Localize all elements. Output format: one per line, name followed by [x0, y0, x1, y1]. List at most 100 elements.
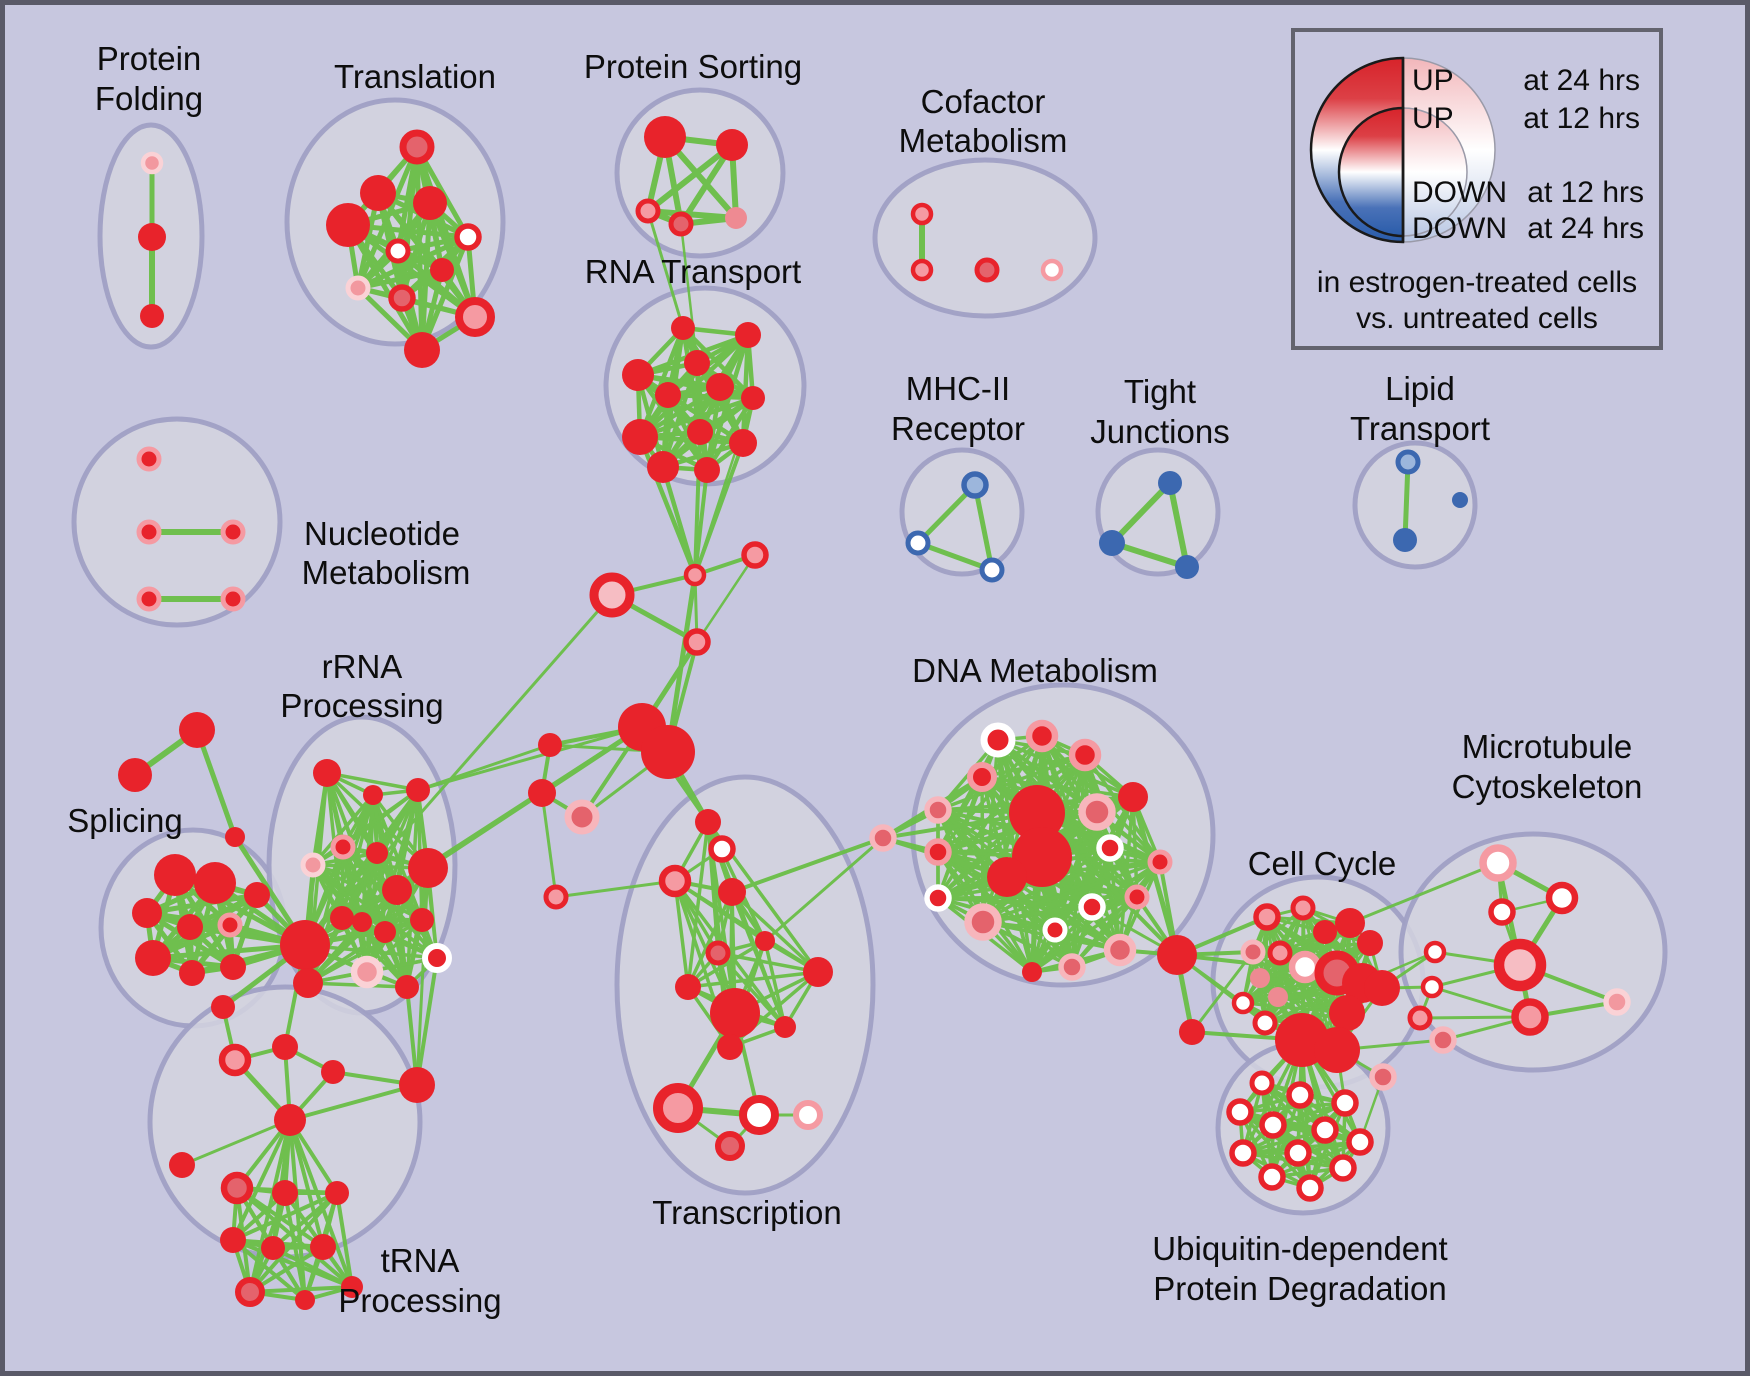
- network-node: [274, 1104, 306, 1136]
- network-node: [1253, 903, 1281, 931]
- legend: UP at 24 hrs UP at 12 hrs DOWN at 12 hrs DOWN a…: [1291, 28, 1663, 350]
- cluster-label-protein-folding: Folding: [95, 80, 203, 117]
- network-node: [987, 857, 1027, 897]
- cluster-label-cofactor-metabolism: Metabolism: [899, 122, 1068, 159]
- network-node: [1252, 1010, 1278, 1036]
- network-node: [211, 995, 235, 1019]
- network-node: [1429, 1026, 1457, 1054]
- network-node: [905, 530, 931, 556]
- network-node: [118, 758, 152, 792]
- network-node: [718, 878, 746, 906]
- network-node: [1313, 920, 1337, 944]
- cluster-label-mhc-ii-receptor: Receptor: [891, 410, 1025, 447]
- network-edge: [915, 540, 995, 573]
- network-node: [1058, 953, 1086, 981]
- network-edge: [679, 222, 699, 365]
- network-edge: [415, 956, 439, 1087]
- network-node: [1288, 950, 1322, 984]
- network-edge: [695, 553, 757, 644]
- network-edge: [180, 1118, 292, 1167]
- network-edge-transcription-mesh: [716, 951, 787, 1029]
- cluster-label-ubiquitin-degradation: Ubiquitin-dependent: [1152, 1230, 1447, 1267]
- cluster-label-protein-sorting: Protein Sorting: [584, 48, 802, 85]
- network-node: [1078, 793, 1116, 831]
- legend-time-label: at 24 hrs: [1527, 212, 1644, 245]
- network-node: [313, 759, 341, 787]
- network-edge: [194, 727, 238, 840]
- network-node: [135, 940, 171, 976]
- network-node: [321, 1060, 345, 1084]
- legend-footer-text: vs. untreated cells: [1356, 302, 1598, 335]
- network-node: [1267, 940, 1293, 966]
- network-edge-rna-transport-mesh: [704, 395, 756, 473]
- network-node: [528, 779, 556, 807]
- network-node: [1407, 1005, 1433, 1031]
- network-node: [1452, 492, 1468, 508]
- network-node: [1364, 970, 1400, 1006]
- network-edge: [763, 836, 885, 943]
- network-node: [694, 457, 720, 483]
- network-node: [220, 519, 246, 545]
- network-node: [924, 796, 952, 824]
- network-node: [385, 238, 411, 264]
- network-node: [710, 988, 760, 1038]
- network-node: [363, 785, 383, 805]
- network-node: [408, 848, 448, 888]
- network-edge-trna-bottom-mesh: [271, 1246, 354, 1289]
- network-node: [454, 223, 482, 251]
- network-node: [793, 1100, 823, 1130]
- network-node: [1249, 1070, 1275, 1096]
- network-node: [1096, 834, 1124, 862]
- network-node: [1147, 849, 1173, 875]
- network-node: [538, 733, 562, 757]
- network-node: [755, 931, 775, 951]
- cluster-label-protein-folding: Protein: [97, 40, 202, 77]
- network-node: [910, 202, 934, 226]
- network-node: [1025, 719, 1059, 753]
- network-node: [1009, 785, 1065, 841]
- network-node: [1268, 987, 1288, 1007]
- cluster-ellipse-lipid-transport: [1352, 440, 1478, 570]
- cluster-label-microtubule-cytoskeleton: Microtubule: [1462, 728, 1633, 765]
- network-node: [715, 1131, 745, 1161]
- network-edge: [693, 468, 709, 577]
- network-node: [272, 1180, 298, 1206]
- network-node: [326, 203, 370, 247]
- network-node: [635, 198, 661, 224]
- network-node: [683, 563, 707, 587]
- legend-time-label: at 12 hrs: [1523, 102, 1640, 135]
- network-edge-dna-metabolism-mesh: [980, 753, 1087, 779]
- network-node: [1314, 1027, 1360, 1073]
- legend-direction-label: UP: [1412, 102, 1454, 135]
- network-node: [1179, 1019, 1205, 1045]
- network-node: [647, 451, 679, 483]
- cluster-label-trna-processing: Processing: [338, 1282, 501, 1319]
- cluster-label-trna-processing: tRNA: [381, 1242, 460, 1279]
- network-edge-rna-transport-mesh: [635, 372, 756, 401]
- network-node: [967, 762, 997, 792]
- network-node: [1423, 940, 1447, 964]
- network-edge-trna-bottom-mesh: [248, 1191, 339, 1294]
- network-node: [1250, 968, 1270, 988]
- network-node: [1118, 782, 1148, 812]
- network-node: [1393, 528, 1417, 552]
- legend-box: [1291, 28, 1663, 350]
- network-node: [194, 862, 236, 904]
- network-node: [1329, 1154, 1357, 1182]
- network-node: [1329, 995, 1365, 1031]
- network-node: [138, 223, 166, 251]
- network-node: [1259, 1111, 1287, 1139]
- network-node: [179, 960, 205, 986]
- cluster-ellipse-tight-junctions: [1095, 447, 1221, 577]
- network-node: [910, 258, 934, 282]
- network-node: [1290, 895, 1316, 921]
- network-node: [350, 955, 384, 989]
- network-edge-ubiquitin-mesh: [1238, 1101, 1347, 1114]
- network-node: [154, 854, 196, 896]
- network-edge-trna-bottom-mesh: [335, 1191, 354, 1289]
- network-node: [1493, 938, 1547, 992]
- network-node: [1258, 1163, 1286, 1191]
- network-node: [1158, 471, 1182, 495]
- network-node: [1346, 1128, 1374, 1156]
